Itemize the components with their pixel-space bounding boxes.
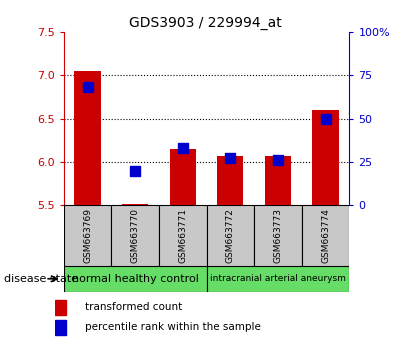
Bar — [170, 149, 196, 205]
Text: GSM663769: GSM663769 — [83, 208, 92, 263]
Text: transformed count: transformed count — [85, 302, 182, 313]
Text: GDS3903 / 229994_at: GDS3903 / 229994_at — [129, 16, 282, 30]
Bar — [55, 300, 66, 315]
Bar — [254, 205, 302, 266]
Bar — [217, 156, 243, 205]
Text: intracranial arterial aneurysm: intracranial arterial aneurysm — [210, 274, 346, 283]
Bar — [312, 110, 339, 205]
Bar — [159, 205, 206, 266]
Bar — [74, 71, 101, 205]
Text: GSM663773: GSM663773 — [273, 208, 282, 263]
Bar — [111, 205, 159, 266]
Point — [84, 85, 91, 90]
Bar — [302, 205, 349, 266]
Point — [275, 158, 281, 163]
Text: GSM663770: GSM663770 — [131, 208, 140, 263]
Bar — [265, 156, 291, 205]
Bar — [55, 320, 66, 335]
Bar — [206, 205, 254, 266]
Text: GSM663772: GSM663772 — [226, 208, 235, 263]
Text: disease state: disease state — [4, 274, 78, 284]
Text: GSM663774: GSM663774 — [321, 208, 330, 263]
Point — [180, 145, 186, 151]
Bar — [64, 266, 206, 292]
Bar — [64, 205, 111, 266]
Point — [322, 116, 329, 121]
Point — [227, 156, 233, 161]
Text: normal healthy control: normal healthy control — [72, 274, 199, 284]
Text: GSM663771: GSM663771 — [178, 208, 187, 263]
Bar — [206, 266, 349, 292]
Point — [132, 168, 139, 173]
Text: percentile rank within the sample: percentile rank within the sample — [85, 322, 261, 332]
